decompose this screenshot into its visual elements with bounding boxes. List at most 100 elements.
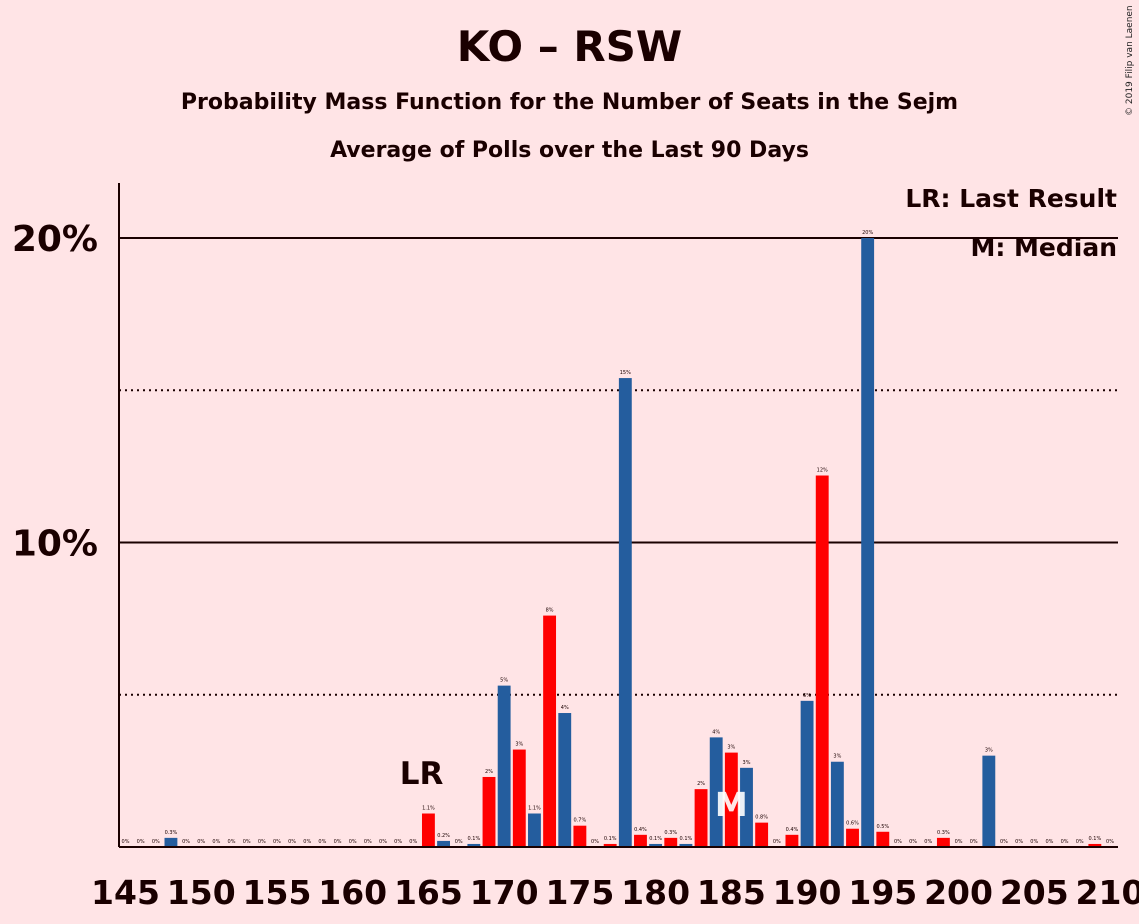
bar-value-label: 0.4% bbox=[786, 827, 799, 833]
bar-value-label: 1.1% bbox=[528, 806, 541, 812]
bar-value-label: 5% bbox=[803, 693, 811, 699]
bar-value-label: 0.5% bbox=[876, 824, 889, 830]
bar-value-label: 3% bbox=[833, 754, 841, 760]
bar-value-label: 0% bbox=[379, 839, 387, 845]
bar-value-label: 2% bbox=[697, 781, 705, 787]
legend-last-result: LR: Last Result bbox=[905, 184, 1117, 213]
x-tick-label: 205 bbox=[1000, 873, 1069, 912]
bar-value-label: 0% bbox=[152, 839, 160, 845]
bar-value-label: 3% bbox=[985, 748, 993, 754]
bar-178 bbox=[618, 378, 632, 847]
bar-148 bbox=[164, 837, 178, 847]
bar-value-label: 0% bbox=[1045, 839, 1053, 845]
bar-value-label: 0% bbox=[137, 839, 145, 845]
bar-value-label: 1.1% bbox=[422, 806, 435, 812]
bar-value-label: 0% bbox=[591, 839, 599, 845]
bar-value-label: 0.1% bbox=[604, 836, 617, 842]
bar-value-label: 2% bbox=[485, 769, 493, 775]
bar-value-label: 0.3% bbox=[165, 830, 178, 836]
x-tick-label: 210 bbox=[1076, 873, 1139, 912]
bar-value-label: 0.7% bbox=[574, 818, 587, 824]
bar-value-label: 12% bbox=[817, 468, 828, 474]
bar-value-label: 4% bbox=[712, 729, 720, 735]
bar-value-label: 0.1% bbox=[468, 836, 481, 842]
bar-181 bbox=[664, 837, 678, 847]
bar-value-label: 0% bbox=[243, 839, 251, 845]
bar-180 bbox=[649, 843, 663, 847]
bar-209 bbox=[1088, 843, 1102, 847]
bar-value-label: 0% bbox=[409, 839, 417, 845]
bar-value-label: 0% bbox=[1061, 839, 1069, 845]
bar-195 bbox=[876, 831, 890, 847]
x-tick-label: 150 bbox=[167, 873, 236, 912]
bar-value-label: 3% bbox=[515, 742, 523, 748]
bar-177 bbox=[603, 843, 617, 847]
x-tick-label: 160 bbox=[318, 873, 387, 912]
bar-value-label: 0% bbox=[773, 839, 781, 845]
bar-value-label: 0.1% bbox=[1089, 836, 1102, 842]
bar-value-label: 0% bbox=[212, 839, 220, 845]
bar-194 bbox=[861, 238, 875, 847]
bar-value-label: 0% bbox=[909, 839, 917, 845]
x-tick-label: 155 bbox=[243, 873, 312, 912]
bar-value-label: 0% bbox=[288, 839, 296, 845]
bar-value-label: 8% bbox=[546, 608, 554, 614]
bar-193 bbox=[846, 828, 859, 847]
bar-value-label: 0% bbox=[349, 839, 357, 845]
bar-value-label: 15% bbox=[620, 370, 631, 376]
bar-185 bbox=[724, 752, 738, 847]
bar-value-label: 0% bbox=[122, 839, 130, 845]
bar-value-label: 0% bbox=[955, 839, 963, 845]
bar-190 bbox=[800, 700, 814, 847]
x-tick-label: 170 bbox=[470, 873, 539, 912]
bar-179 bbox=[634, 834, 647, 847]
median-marker: M bbox=[715, 785, 748, 824]
bar-value-label: 0% bbox=[970, 839, 978, 845]
bar-value-label: 0% bbox=[1076, 839, 1084, 845]
bar-value-label: 0.2% bbox=[437, 833, 450, 839]
bar-183 bbox=[694, 789, 708, 847]
bar-182 bbox=[679, 843, 693, 847]
bar-191 bbox=[815, 475, 829, 847]
bar-value-label: 0% bbox=[1030, 839, 1038, 845]
bar-value-label: 0% bbox=[334, 839, 342, 845]
bar-value-label: 3% bbox=[727, 745, 735, 751]
bar-value-label: 0% bbox=[455, 839, 463, 845]
bar-value-label: 0.3% bbox=[664, 830, 677, 836]
bar-value-label: 0% bbox=[1015, 839, 1023, 845]
bar-value-label: 0.8% bbox=[755, 815, 768, 821]
bar-169 bbox=[482, 776, 496, 847]
bar-168 bbox=[467, 843, 481, 847]
bar-175 bbox=[573, 825, 587, 847]
x-tick-label: 180 bbox=[621, 873, 690, 912]
bar-value-label: 0.1% bbox=[649, 836, 662, 842]
bar-187 bbox=[755, 822, 769, 847]
legend-median: M: Median bbox=[970, 233, 1117, 262]
bar-174 bbox=[558, 713, 572, 847]
bar-199 bbox=[936, 837, 950, 847]
bar-value-label: 0% bbox=[273, 839, 281, 845]
bar-184 bbox=[709, 737, 723, 847]
bar-value-label: 0% bbox=[318, 839, 326, 845]
bar-value-label: 0% bbox=[924, 839, 932, 845]
last-result-marker: LR bbox=[400, 756, 444, 792]
x-tick-label: 145 bbox=[91, 873, 160, 912]
bar-value-label: 0% bbox=[394, 839, 402, 845]
bar-170 bbox=[497, 685, 511, 847]
bar-value-label: 0% bbox=[303, 839, 311, 845]
bar-value-label: 4% bbox=[561, 705, 569, 711]
bar-value-label: 0% bbox=[197, 839, 205, 845]
bar-value-label: 0.3% bbox=[937, 830, 950, 836]
y-tick-label: 20% bbox=[12, 219, 98, 260]
bar-186 bbox=[740, 767, 753, 847]
bar-202 bbox=[982, 755, 996, 847]
x-tick-label: 195 bbox=[848, 873, 917, 912]
bar-192 bbox=[830, 761, 844, 847]
x-tick-label: 190 bbox=[773, 873, 842, 912]
bar-value-label: 5% bbox=[500, 678, 508, 684]
bar-value-label: 20% bbox=[862, 230, 873, 236]
bar-166 bbox=[437, 840, 451, 847]
x-tick-label: 165 bbox=[394, 873, 463, 912]
bar-value-label: 0% bbox=[364, 839, 372, 845]
